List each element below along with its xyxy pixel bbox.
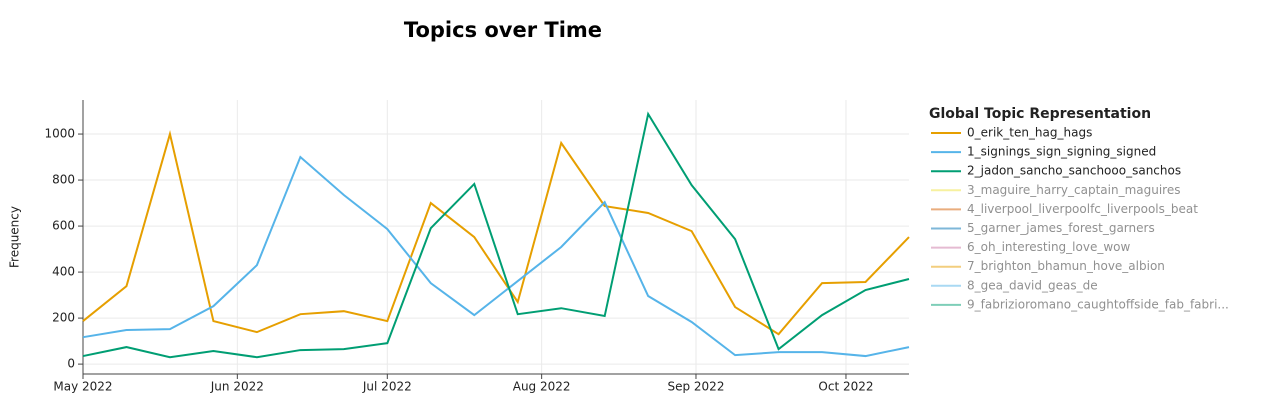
x-tick-label: Aug 2022	[513, 380, 571, 394]
chart-title: Topics over Time	[404, 18, 602, 42]
legend-label[interactable]: 2_jadon_sancho_sanchooo_sanchos	[967, 164, 1181, 178]
y-tick-label: 1000	[44, 127, 75, 141]
legend-label[interactable]: 5_garner_james_forest_garners	[967, 221, 1155, 235]
y-tick-label: 600	[52, 219, 75, 233]
x-tick-label: Oct 2022	[818, 380, 873, 394]
legend-title: Global Topic Representation	[929, 106, 1151, 122]
y-axis-label: Frequency	[8, 206, 22, 268]
legend-label[interactable]: 7_brighton_bhamun_hove_albion	[967, 259, 1165, 273]
y-tick-label: 200	[52, 311, 75, 325]
y-tick-label: 800	[52, 173, 75, 187]
series-line	[82, 155, 910, 358]
legend-label[interactable]: 0_erik_ten_hag_hags	[967, 126, 1092, 140]
x-tick-label: Jul 2022	[362, 380, 412, 394]
x-tick-label: Jun 2022	[210, 380, 264, 394]
legend-label[interactable]: 6_oh_interesting_love_wow	[967, 240, 1130, 254]
legend-label[interactable]: 1_signings_sign_signing_signed	[967, 145, 1156, 159]
legend-label[interactable]: 8_gea_david_geas_de	[967, 278, 1098, 292]
series-line	[82, 111, 910, 359]
legend-label[interactable]: 4_liverpool_liverpoolfc_liverpools_beat	[967, 202, 1198, 216]
legend-label[interactable]: 3_maguire_harry_captain_maguires	[967, 183, 1180, 197]
y-tick-label: 0	[67, 357, 75, 371]
x-tick-label: Sep 2022	[667, 380, 724, 394]
legend-label[interactable]: 9_fabrizioromano_caughtoffside_fab_fabri…	[967, 297, 1229, 311]
y-tick-label: 400	[52, 265, 75, 279]
series-line	[82, 130, 910, 336]
x-tick-label: May 2022	[53, 380, 112, 394]
